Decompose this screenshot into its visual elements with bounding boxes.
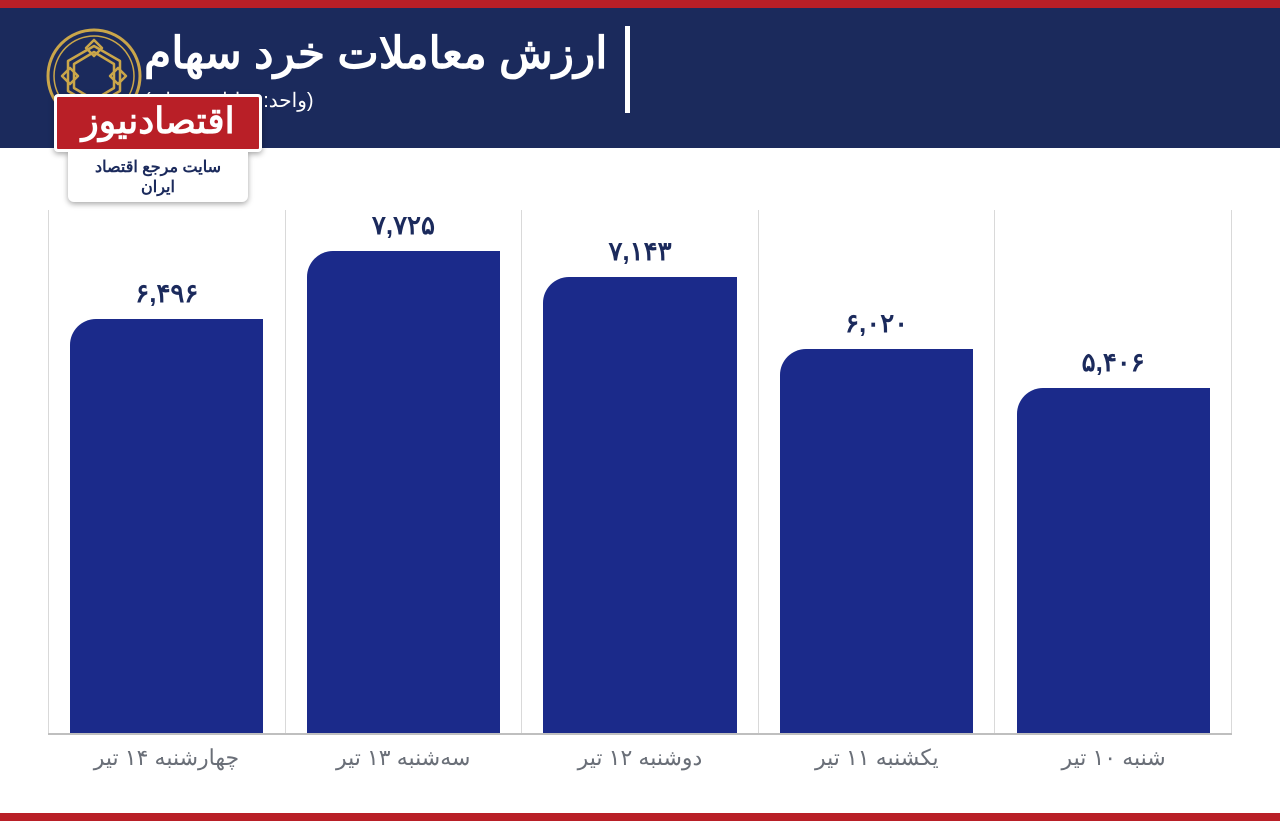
bar (543, 277, 736, 733)
x-axis-label: سه‌شنبه ۱۳ تیر (285, 735, 522, 781)
accent-bar-bottom (0, 813, 1280, 821)
bar (307, 251, 500, 733)
chart-cell: ۶,۴۹۶ (48, 210, 285, 733)
bar-value-label: ۷,۷۲۵ (372, 210, 435, 241)
accent-bar-top (0, 0, 1280, 8)
bar-value-label: ۵,۴۰۶ (1082, 347, 1145, 378)
news-source-tagline: سایت مرجع اقتصاد ایران (68, 152, 248, 202)
chart-cell: ۶,۰۲۰ (758, 210, 995, 733)
bar-value-label: ۶,۴۹۶ (135, 278, 198, 309)
news-source-name: اقتصادنیوز (54, 94, 262, 152)
chart-x-axis: شنبه ۱۰ تیریکشنبه ۱۱ تیردوشنبه ۱۲ تیرسه‌… (48, 733, 1232, 781)
bar-value-label: ۷,۱۴۳ (608, 236, 671, 267)
x-axis-label: یکشنبه ۱۱ تیر (758, 735, 995, 781)
chart-cell: ۷,۱۴۳ (521, 210, 758, 733)
news-source-badge: اقتصادنیوز سایت مرجع اقتصاد ایران (54, 94, 262, 202)
page-title: ارزش معاملات خرد سهام (144, 30, 607, 78)
chart-cell: ۵,۴۰۶ (994, 210, 1231, 733)
x-axis-label: دوشنبه ۱۲ تیر (522, 735, 759, 781)
bar (780, 349, 973, 733)
bar (70, 319, 263, 733)
chart-cell: ۷,۷۲۵ (285, 210, 522, 733)
bar-value-label: ۶,۰۲۰ (845, 308, 908, 339)
bar-chart: ۵,۴۰۶ ۶,۰۲۰ ۷,۱۴۳ ۷,۷۲۵ ۶,۴۹۶ شنبه ۱۰ تیریکش… (48, 210, 1232, 781)
bar (1017, 388, 1210, 733)
x-axis-label: چهارشنبه ۱۴ تیر (48, 735, 285, 781)
x-axis-label: شنبه ۱۰ تیر (995, 735, 1232, 781)
chart-plot-area: ۵,۴۰۶ ۶,۰۲۰ ۷,۱۴۳ ۷,۷۲۵ ۶,۴۹۶ (48, 210, 1232, 733)
